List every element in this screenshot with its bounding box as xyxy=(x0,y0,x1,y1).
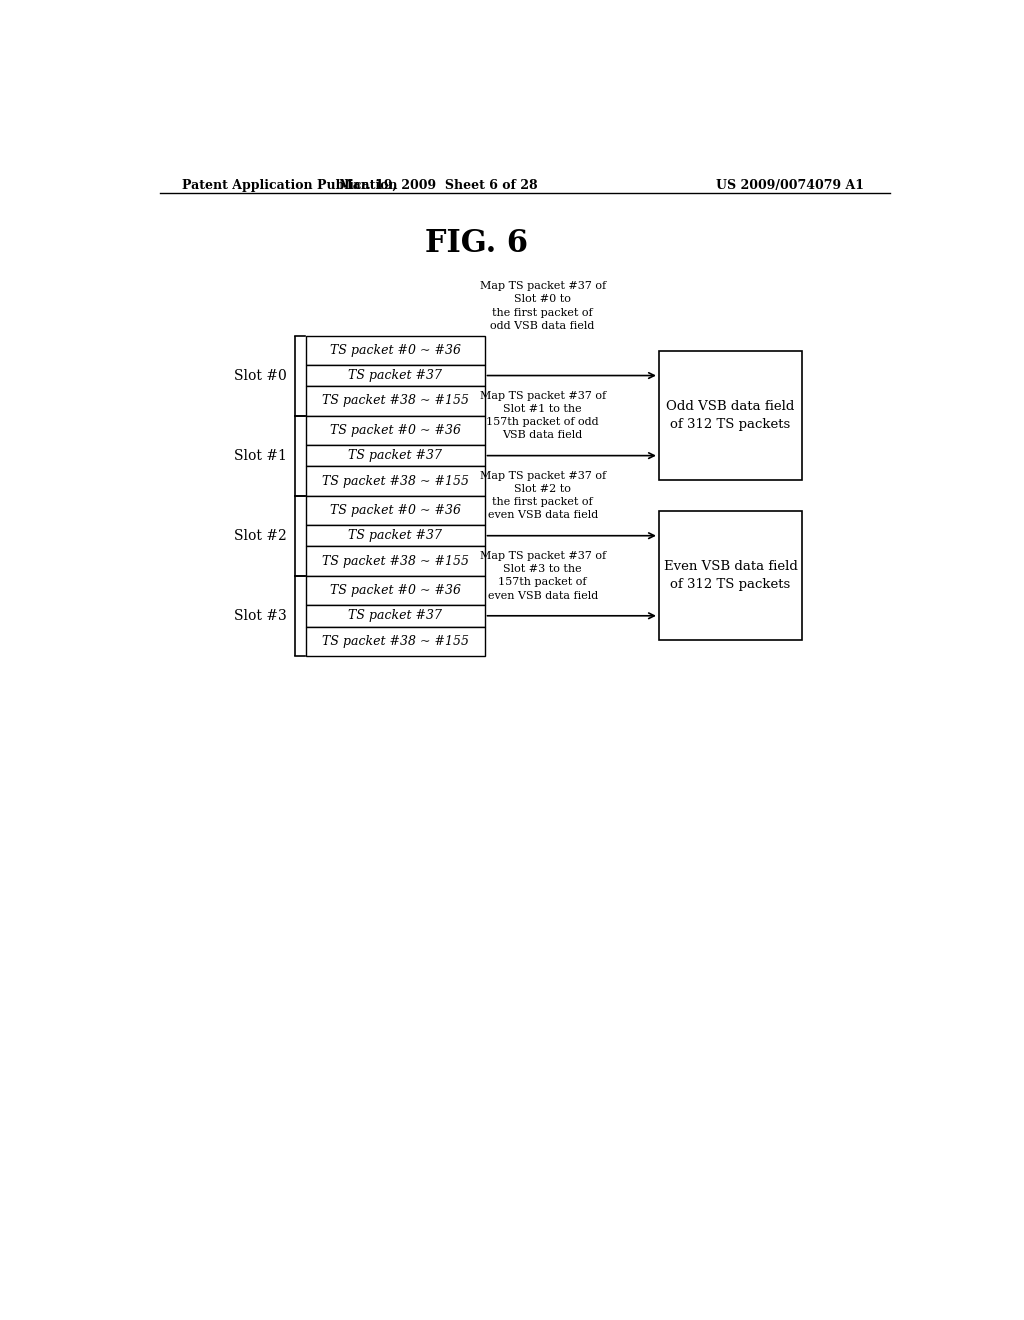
Text: Even VSB data field
of 312 TS packets: Even VSB data field of 312 TS packets xyxy=(664,560,798,591)
Bar xyxy=(658,351,802,480)
Bar xyxy=(306,445,484,466)
Bar xyxy=(306,364,484,387)
Text: Slot #2: Slot #2 xyxy=(234,529,287,543)
Bar xyxy=(306,546,484,576)
Text: TS packet #37: TS packet #37 xyxy=(348,610,442,622)
Text: Map TS packet #37 of
Slot #2 to
the first packet of
even VSB data field: Map TS packet #37 of Slot #2 to the firs… xyxy=(479,471,605,520)
Text: Slot #1: Slot #1 xyxy=(234,449,287,462)
Text: Map TS packet #37 of
Slot #3 to the
157th packet of
even VSB data field: Map TS packet #37 of Slot #3 to the 157t… xyxy=(479,550,605,601)
Bar xyxy=(306,576,484,605)
Text: Slot #3: Slot #3 xyxy=(234,609,287,623)
Text: Map TS packet #37 of
Slot #1 to the
157th packet of odd
VSB data field: Map TS packet #37 of Slot #1 to the 157t… xyxy=(479,391,605,441)
Text: TS packet #37: TS packet #37 xyxy=(348,529,442,543)
Bar xyxy=(306,496,484,525)
Bar xyxy=(306,466,484,496)
Text: TS packet #0 ~ #36: TS packet #0 ~ #36 xyxy=(330,424,461,437)
Text: TS packet #38 ~ #155: TS packet #38 ~ #155 xyxy=(322,554,469,568)
Text: TS packet #37: TS packet #37 xyxy=(348,370,442,381)
Bar xyxy=(306,416,484,445)
Bar xyxy=(658,511,802,640)
Bar xyxy=(306,387,484,416)
Bar xyxy=(306,627,484,656)
Text: Mar. 19, 2009  Sheet 6 of 28: Mar. 19, 2009 Sheet 6 of 28 xyxy=(339,178,538,191)
Text: TS packet #37: TS packet #37 xyxy=(348,449,442,462)
Text: Slot #0: Slot #0 xyxy=(234,368,287,383)
Text: TS packet #38 ~ #155: TS packet #38 ~ #155 xyxy=(322,474,469,487)
Bar xyxy=(306,525,484,546)
Text: TS packet #0 ~ #36: TS packet #0 ~ #36 xyxy=(330,583,461,597)
Text: Patent Application Publication: Patent Application Publication xyxy=(182,178,397,191)
Bar xyxy=(306,335,484,364)
Text: TS packet #0 ~ #36: TS packet #0 ~ #36 xyxy=(330,504,461,517)
Text: TS packet #0 ~ #36: TS packet #0 ~ #36 xyxy=(330,343,461,356)
Text: FIG. 6: FIG. 6 xyxy=(425,227,528,259)
Bar xyxy=(306,605,484,627)
Text: US 2009/0074079 A1: US 2009/0074079 A1 xyxy=(716,178,864,191)
Text: Map TS packet #37 of
Slot #0 to
the first packet of
odd VSB data field: Map TS packet #37 of Slot #0 to the firs… xyxy=(479,281,605,331)
Text: TS packet #38 ~ #155: TS packet #38 ~ #155 xyxy=(322,395,469,408)
Text: Odd VSB data field
of 312 TS packets: Odd VSB data field of 312 TS packets xyxy=(667,400,795,432)
Text: TS packet #38 ~ #155: TS packet #38 ~ #155 xyxy=(322,635,469,648)
